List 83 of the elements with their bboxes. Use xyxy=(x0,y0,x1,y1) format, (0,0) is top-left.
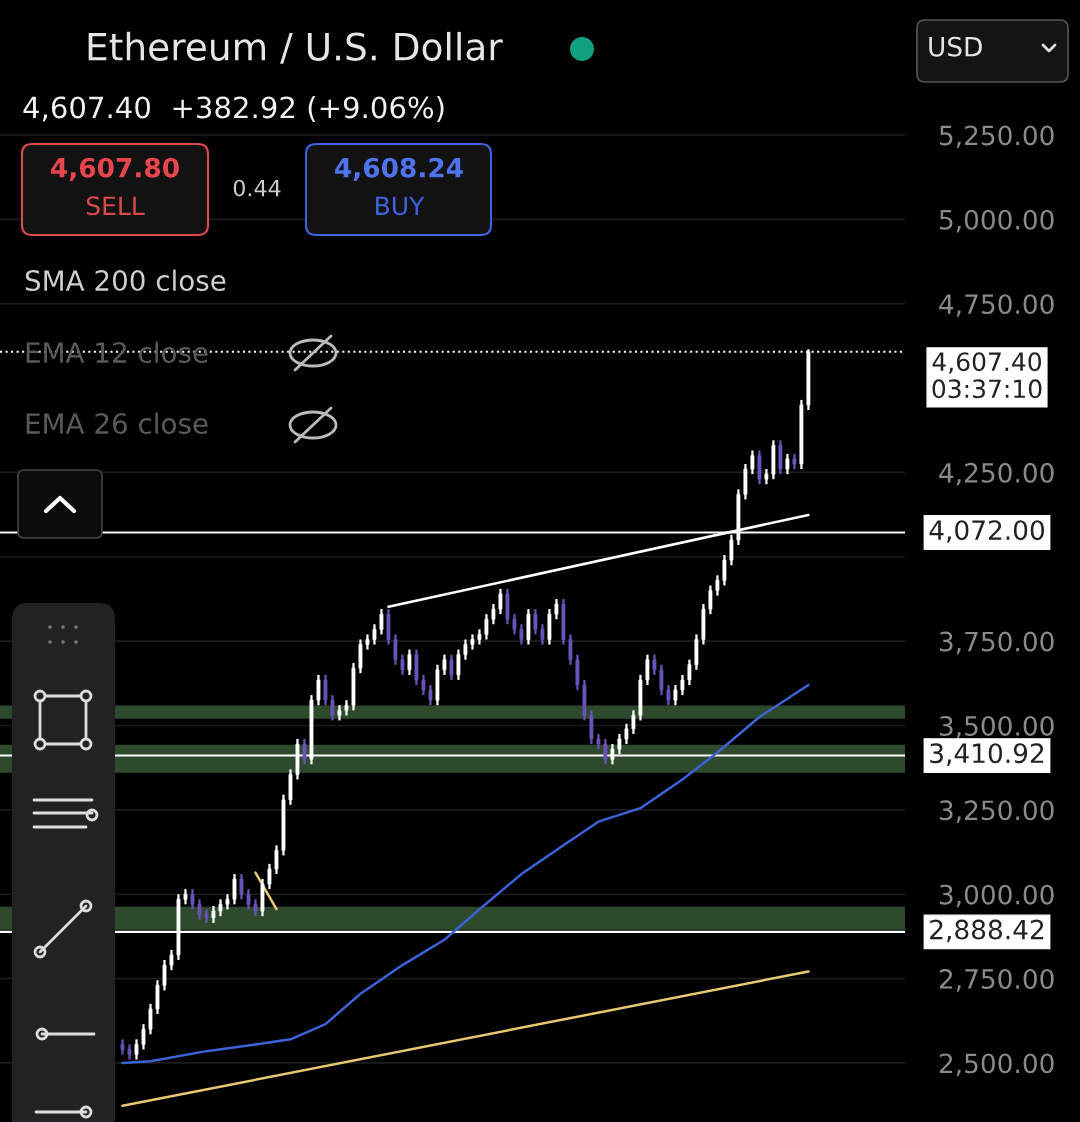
candlestick xyxy=(204,908,209,925)
candlestick xyxy=(540,623,545,646)
candlestick xyxy=(428,683,433,707)
candlestick xyxy=(589,709,594,746)
candlestick xyxy=(400,653,405,676)
candlestick xyxy=(659,663,664,697)
y-tick-label: 4,250.00 xyxy=(939,462,1054,486)
annotation: SMA 200 close xyxy=(25,269,226,292)
candlestick xyxy=(757,449,762,486)
candlestick xyxy=(162,958,167,992)
candlestick xyxy=(239,872,244,901)
annotation: EMA 26 close xyxy=(26,412,208,435)
candlestick xyxy=(190,888,195,911)
y-tick-label: 3,000.00 xyxy=(939,884,1054,908)
candlestick xyxy=(778,439,783,476)
annotation: SELL xyxy=(86,196,145,216)
ref-line-label: 4,072.00 xyxy=(929,520,1044,543)
candlestick xyxy=(512,613,517,636)
text: Ethereum / U.S. Dollar xyxy=(88,31,503,64)
candlestick xyxy=(673,683,678,707)
candlestick xyxy=(302,737,307,766)
ref-line-label: 4,607.40 03:37:10 xyxy=(932,352,1042,399)
y-tick-label: 5,250.00 xyxy=(939,125,1054,149)
candlestick xyxy=(519,623,524,646)
y-tick-label: 4,750.00 xyxy=(939,294,1054,317)
y-tick-label: 5,000.00 xyxy=(939,209,1054,233)
candlestick xyxy=(393,633,398,666)
candlestick xyxy=(498,587,503,616)
candlestick xyxy=(715,574,720,597)
candlestick xyxy=(687,658,692,687)
candlestick xyxy=(645,653,650,687)
candlestick xyxy=(554,597,559,621)
y-tick-label: 2,500.00 xyxy=(939,1053,1054,1077)
candlestick xyxy=(785,452,790,476)
candlestick xyxy=(652,653,657,676)
candlestick xyxy=(155,979,160,1016)
text: USD xyxy=(929,36,982,57)
candlestick xyxy=(631,709,636,736)
ref-line-label: 3,410.92 xyxy=(930,743,1044,766)
line-series xyxy=(121,683,810,1065)
candlestick xyxy=(197,898,202,921)
candlestick xyxy=(316,673,321,707)
candlestick xyxy=(750,449,755,476)
candlestick xyxy=(491,602,496,626)
annotation: 4,608.24 xyxy=(335,157,463,182)
candlestick xyxy=(533,607,538,636)
ref-line-label: 2,888.42 xyxy=(930,919,1044,943)
candlestick xyxy=(568,633,573,666)
candlestick xyxy=(680,673,685,697)
candlestick xyxy=(449,653,454,682)
candlestick xyxy=(666,683,671,707)
candlestick xyxy=(372,623,377,646)
candlestick xyxy=(141,1023,146,1051)
candlestick xyxy=(603,737,608,766)
candlestick xyxy=(484,613,489,641)
candlestick xyxy=(274,844,279,876)
candlestick xyxy=(379,607,384,636)
annotation: BUY xyxy=(376,196,425,216)
candlestick xyxy=(407,648,412,676)
annotation: 0.44 xyxy=(233,179,281,197)
candlestick xyxy=(421,673,426,697)
candlestick xyxy=(232,872,237,906)
candlestick xyxy=(442,653,447,676)
y-tick-label: 2,750.00 xyxy=(939,969,1054,992)
candlestick xyxy=(148,1002,153,1036)
text: 4,607.40 +382.92 (+9.06%) xyxy=(23,95,444,122)
candlestick xyxy=(134,1038,139,1061)
y-tick-label: 3,750.00 xyxy=(939,631,1054,655)
candlestick xyxy=(708,584,713,616)
candlestick xyxy=(624,722,629,746)
candlestick xyxy=(463,638,468,661)
annotation: 4,607.80 xyxy=(51,157,179,182)
candlestick xyxy=(722,553,727,587)
candlestick xyxy=(456,648,461,682)
annotation: EMA 12 close xyxy=(26,341,208,364)
y-tick-label: 3,500.00 xyxy=(939,715,1054,739)
candlestick xyxy=(246,888,251,911)
candlestick xyxy=(267,862,272,891)
candlestick xyxy=(323,673,328,707)
candlestick xyxy=(330,694,335,722)
candlestick xyxy=(358,638,363,675)
y-tick-label: 3,250.00 xyxy=(939,800,1054,823)
candlestick xyxy=(169,948,174,972)
